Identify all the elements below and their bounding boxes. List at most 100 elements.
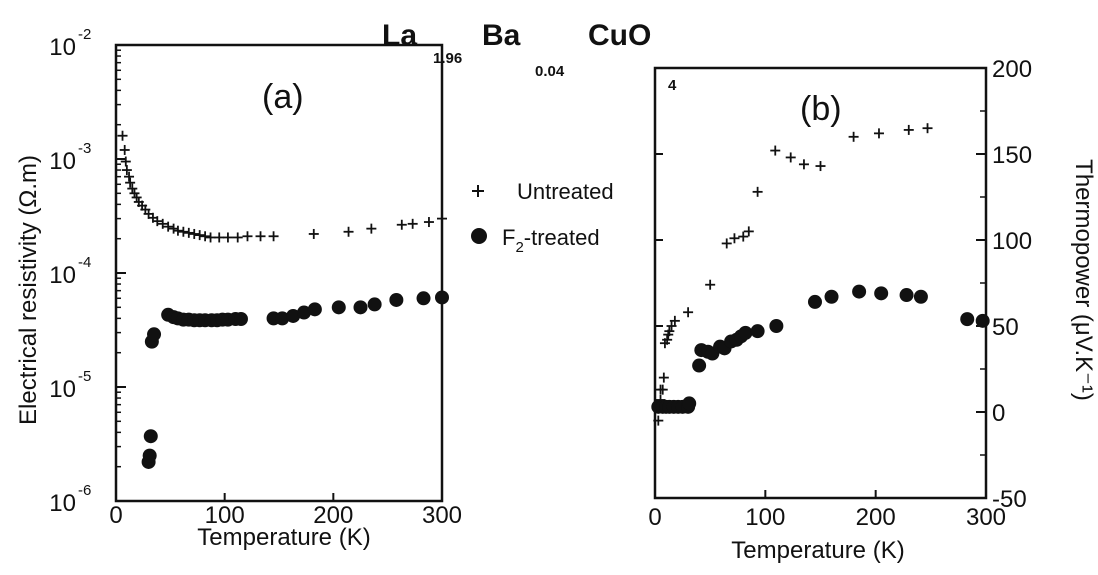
- panel-a-y-tick-exponent: -6: [78, 482, 91, 499]
- panel-a-y-tick-label: 10: [49, 376, 76, 403]
- panel-a-treated-point: [307, 302, 322, 317]
- title-cuo-subscript: 4: [668, 77, 677, 94]
- panel-a-untreated-point: [168, 223, 179, 234]
- panel-a-treated-point: [296, 305, 311, 320]
- panel-b-treated-point: [899, 288, 914, 303]
- panel-b-treated-point: [750, 324, 765, 339]
- panel-a-untreated-point: [125, 177, 136, 188]
- panel-a-y-axis-label: Electrical resistivity (Ω.m): [15, 155, 42, 425]
- panel-b-x-tick-label: 100: [745, 504, 785, 531]
- title-ba: Ba: [482, 19, 521, 52]
- panel-b-y-tick-label: -50: [992, 486, 1027, 513]
- panel-a-treated-point: [233, 311, 248, 326]
- legend-plus-marker: [472, 185, 484, 197]
- panel-b-untreated-point: [785, 152, 796, 163]
- legend-treated-rest: -treated: [524, 225, 600, 250]
- panel-a-label: (a): [262, 78, 304, 116]
- legend-treated-subscript: 2: [515, 239, 523, 256]
- legend-dot-marker: [471, 228, 487, 244]
- panel-a-untreated-point: [172, 225, 183, 236]
- panel-a-untreated-point: [200, 231, 211, 242]
- panel-a: (a) Temperature (K) Electrical resistivi…: [15, 26, 462, 551]
- title-cuo: CuO: [588, 19, 651, 52]
- title-la: La: [382, 19, 417, 52]
- panel-b-frame: [653, 66, 988, 500]
- panel-a-untreated-point: [366, 223, 377, 234]
- panel-b-y-axis-label: Thermopower (μV.K⁻¹): [1070, 159, 1097, 401]
- panel-a-treated-point: [389, 292, 404, 307]
- chart-title: La 1.96 Ba 0.04 CuO 4: [382, 19, 677, 94]
- panel-a-y-tick-label: 10: [49, 262, 76, 289]
- panel-b-treated-point: [824, 289, 839, 304]
- panel-b-y-tick-label: 150: [992, 142, 1032, 169]
- panel-a-y-tick-label: 10: [49, 148, 76, 175]
- panel-a-untreated-point: [127, 183, 138, 194]
- panel-b-treated-point: [692, 358, 707, 373]
- panel-b-treated-point: [913, 289, 928, 304]
- panel-a-untreated-point: [163, 221, 174, 232]
- panel-b-untreated-point: [662, 334, 673, 345]
- legend-treated-f: F: [502, 225, 515, 250]
- panel-a-untreated-point: [124, 171, 135, 182]
- panel-a-untreated-point: [308, 228, 319, 239]
- panel-b-untreated-point: [683, 307, 694, 318]
- panel-b-x-tick-label: 200: [856, 504, 896, 531]
- panel-a-untreated-point: [205, 232, 216, 243]
- panel-b-treated-point: [807, 294, 822, 309]
- title-ba-subscript: 0.04: [535, 63, 565, 80]
- panel-b-x-tick-label: 300: [966, 504, 1006, 531]
- panel-b-untreated-point: [903, 124, 914, 135]
- panel-a-untreated-point: [121, 165, 132, 176]
- title-la-subscript: 1.96: [433, 50, 462, 67]
- panel-a-untreated-point: [423, 217, 434, 228]
- panel-a-untreated-point: [152, 216, 163, 227]
- panel-a-untreated-point: [183, 227, 194, 238]
- legend-item-untreated: Untreated: [472, 179, 614, 204]
- panel-b-untreated-point: [848, 131, 859, 142]
- panel-a-x-axis-label: Temperature (K): [197, 524, 370, 551]
- panel-b-y-tick-label: 200: [992, 56, 1032, 83]
- panel-b-treated-point: [852, 284, 867, 299]
- panel-a-untreated-point: [189, 228, 200, 239]
- panel-b-treated-point: [874, 286, 889, 301]
- panel-b-untreated-point: [658, 372, 669, 383]
- panel-a-untreated-point: [222, 232, 233, 243]
- panel-a-untreated-point: [437, 213, 447, 224]
- panel-a-x-tick-label: 0: [109, 502, 122, 529]
- panel-b-treated-point: [682, 396, 697, 411]
- panel-b-treated-point: [975, 313, 990, 328]
- panel-a-treated-point: [416, 291, 431, 306]
- panel-a-untreated-point: [119, 144, 130, 155]
- panel-a-treated-point: [331, 300, 346, 315]
- panel-b-untreated-point: [705, 279, 716, 290]
- panel-b-label: (b): [800, 90, 842, 128]
- panel-b-untreated-point: [666, 321, 677, 331]
- panel-b-untreated-point: [664, 326, 675, 337]
- panel-b-y-tick-label: 50: [992, 314, 1019, 341]
- panel-a-x-tick-label: 100: [205, 502, 245, 529]
- panel-a-treated-point: [353, 300, 368, 315]
- panel-a-untreated-point: [343, 226, 354, 237]
- panel-a-y-tick-exponent: -3: [78, 140, 91, 157]
- panel-a-untreated-point: [232, 232, 243, 243]
- panel-a-y-tick-exponent: -2: [78, 26, 91, 43]
- panel-a-y-tick-label: 10: [49, 490, 76, 517]
- panel-b-y-tick-label: 0: [992, 400, 1005, 427]
- panel-b-untreated-point: [721, 238, 732, 249]
- panel-b-x-axis-label: Temperature (K): [731, 537, 904, 564]
- panel-b-untreated-point: [653, 415, 664, 426]
- panel-a-untreated-point: [117, 130, 128, 141]
- panel-a-untreated-point: [255, 231, 266, 242]
- panel-a-untreated-point: [396, 219, 407, 230]
- panel-a-untreated-point: [120, 156, 131, 167]
- panel-b-untreated-point: [922, 123, 933, 134]
- panel-b-untreated-point: [752, 186, 763, 197]
- panel-b-untreated-point: [657, 384, 668, 395]
- panel-a-untreated-point: [157, 218, 168, 229]
- panel-a-untreated-point: [268, 231, 279, 242]
- panel-b: (b) Temperature (K) Thermopower (μV.K⁻¹)…: [648, 56, 1097, 564]
- panel-b-untreated-point: [815, 161, 826, 172]
- panel-b-treated-point: [769, 319, 784, 333]
- legend-treated-label: F2-treated: [502, 225, 600, 256]
